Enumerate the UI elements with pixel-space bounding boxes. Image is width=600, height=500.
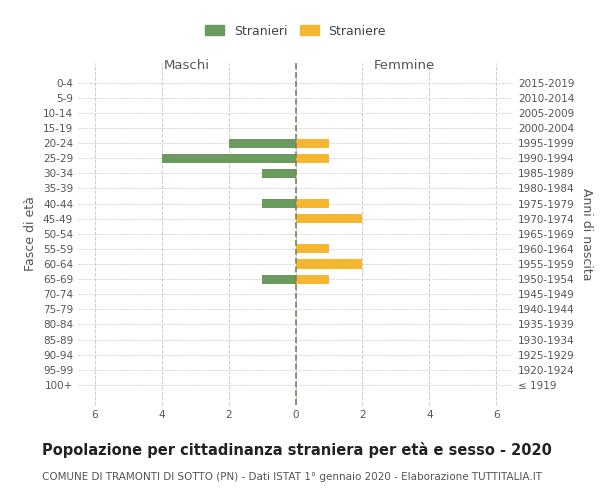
Bar [161,154,296,162]
Bar [296,199,329,208]
Bar [262,274,296,283]
Y-axis label: Fasce di età: Fasce di età [25,196,37,271]
Text: Femmine: Femmine [374,59,435,72]
Bar [296,214,362,223]
Text: Maschi: Maschi [164,59,210,72]
Bar [296,244,329,254]
Bar [296,260,362,268]
Bar [296,154,329,162]
Text: COMUNE DI TRAMONTI DI SOTTO (PN) - Dati ISTAT 1° gennaio 2020 - Elaborazione TUT: COMUNE DI TRAMONTI DI SOTTO (PN) - Dati … [42,472,542,482]
Bar [229,138,296,147]
Legend: Stranieri, Straniere: Stranieri, Straniere [201,21,390,42]
Bar [262,169,296,178]
Bar [296,138,329,147]
Bar [296,274,329,283]
Text: Popolazione per cittadinanza straniera per età e sesso - 2020: Popolazione per cittadinanza straniera p… [42,442,552,458]
Y-axis label: Anni di nascita: Anni di nascita [580,188,593,280]
Bar [262,199,296,208]
